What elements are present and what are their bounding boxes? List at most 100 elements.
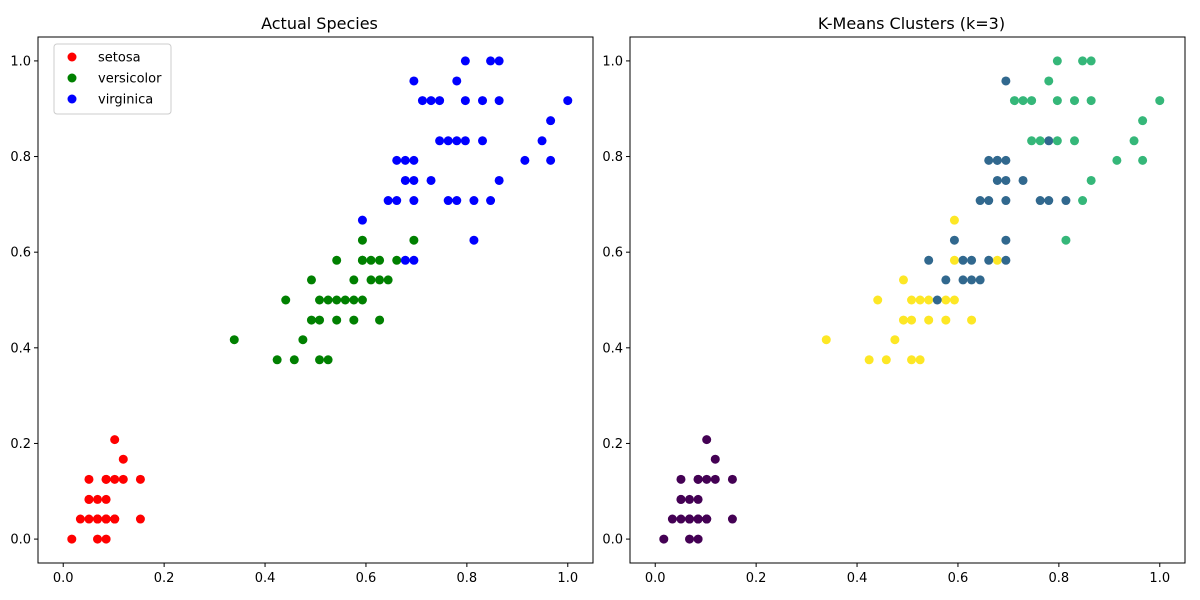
x-tick-label: 1.0 — [557, 571, 578, 586]
point-cluster-3 — [1155, 96, 1165, 106]
point-versicolor — [349, 315, 359, 325]
x-tick-label: 0.4 — [847, 571, 868, 586]
point-virginica — [486, 56, 496, 66]
point-cluster-0 — [693, 474, 703, 484]
point-cluster-3 — [1009, 96, 1019, 106]
point-virginica — [409, 76, 419, 86]
point-versicolor — [392, 255, 402, 265]
chart-title-kmeans-clusters: K-Means Clusters (k=3) — [818, 14, 1005, 33]
point-versicolor — [323, 355, 333, 365]
axes-frame — [629, 36, 1186, 564]
point-virginica — [400, 255, 410, 265]
point-cluster-1 — [821, 335, 831, 345]
point-virginica — [357, 215, 367, 225]
point-virginica — [486, 196, 496, 206]
y-tick-label: 0.4 — [602, 341, 623, 356]
point-versicolor — [409, 235, 419, 245]
x-tick-label: 0.8 — [457, 571, 478, 586]
point-virginica — [494, 175, 504, 185]
point-setosa — [118, 454, 128, 464]
point-virginica — [452, 136, 462, 146]
point-virginica — [400, 175, 410, 185]
point-virginica — [460, 96, 470, 106]
point-virginica — [426, 175, 436, 185]
point-cluster-2 — [1061, 196, 1071, 206]
y-tick-label: 0.4 — [10, 341, 31, 356]
point-setosa — [135, 514, 145, 524]
y-tick-label: 0.8 — [10, 150, 31, 165]
point-setosa — [84, 514, 94, 524]
point-versicolor — [281, 295, 291, 305]
point-virginica — [392, 196, 402, 206]
point-setosa — [101, 534, 111, 544]
point-setosa — [118, 474, 128, 484]
point-versicolor — [315, 355, 325, 365]
y-tick-label: 0.0 — [10, 533, 31, 548]
y-tick-label: 1.0 — [602, 54, 623, 69]
point-setosa — [110, 435, 120, 445]
x-tick-label: 0.0 — [645, 571, 666, 586]
point-cluster-1 — [915, 295, 925, 305]
point-versicolor — [298, 335, 308, 345]
y-tick-label: 0.6 — [602, 246, 623, 261]
point-cluster-1 — [907, 355, 917, 365]
point-cluster-2 — [1044, 196, 1054, 206]
point-virginica — [452, 76, 462, 86]
point-cluster-0 — [702, 435, 712, 445]
point-versicolor — [357, 295, 367, 305]
point-versicolor — [315, 315, 325, 325]
point-cluster-2 — [932, 295, 942, 305]
point-cluster-2 — [1001, 175, 1011, 185]
point-cluster-0 — [676, 494, 686, 504]
point-cluster-3 — [1027, 96, 1037, 106]
legend-label-versicolor: versicolor — [98, 72, 162, 87]
point-setosa — [110, 514, 120, 524]
point-cluster-2 — [1035, 196, 1045, 206]
point-setosa — [101, 474, 111, 484]
x-tick-label: 0.4 — [255, 571, 276, 586]
point-cluster-0 — [685, 514, 695, 524]
point-versicolor — [366, 255, 376, 265]
point-virginica — [546, 116, 556, 126]
point-cluster-2 — [924, 255, 934, 265]
point-setosa — [93, 514, 103, 524]
legend-marker-setosa — [67, 52, 77, 62]
legend-label-virginica: virginica — [98, 93, 153, 108]
point-cluster-2 — [958, 255, 968, 265]
point-virginica — [417, 96, 427, 106]
point-setosa — [93, 494, 103, 504]
point-versicolor — [383, 275, 393, 285]
y-tick-label: 0.2 — [602, 437, 623, 452]
point-cluster-1 — [941, 315, 951, 325]
point-cluster-3 — [1138, 116, 1148, 126]
point-cluster-2 — [975, 275, 985, 285]
point-cluster-1 — [949, 255, 959, 265]
y-tick-label: 0.6 — [10, 246, 31, 261]
point-virginica — [435, 136, 445, 146]
point-cluster-3 — [1138, 155, 1148, 165]
scatter-points-actual-species — [67, 56, 573, 544]
y-tick-label: 0.0 — [602, 533, 623, 548]
point-cluster-3 — [1129, 136, 1139, 146]
point-cluster-0 — [685, 534, 695, 544]
point-cluster-1 — [890, 335, 900, 345]
point-cluster-1 — [949, 295, 959, 305]
point-cluster-1 — [967, 315, 977, 325]
point-cluster-3 — [1052, 136, 1062, 146]
legend: setosa versicolor virginica — [53, 43, 172, 115]
point-versicolor — [349, 295, 359, 305]
point-cluster-2 — [1001, 155, 1011, 165]
chart-title-actual-species: Actual Species — [261, 14, 378, 33]
point-setosa — [101, 494, 111, 504]
point-virginica — [392, 155, 402, 165]
point-versicolor — [375, 255, 385, 265]
point-setosa — [67, 534, 77, 544]
point-cluster-2 — [992, 155, 1002, 165]
point-cluster-1 — [881, 355, 891, 365]
x-tick-label: 0.0 — [53, 571, 74, 586]
point-cluster-3 — [1086, 56, 1096, 66]
point-cluster-2 — [1018, 175, 1028, 185]
point-cluster-3 — [1078, 196, 1088, 206]
point-versicolor — [357, 255, 367, 265]
